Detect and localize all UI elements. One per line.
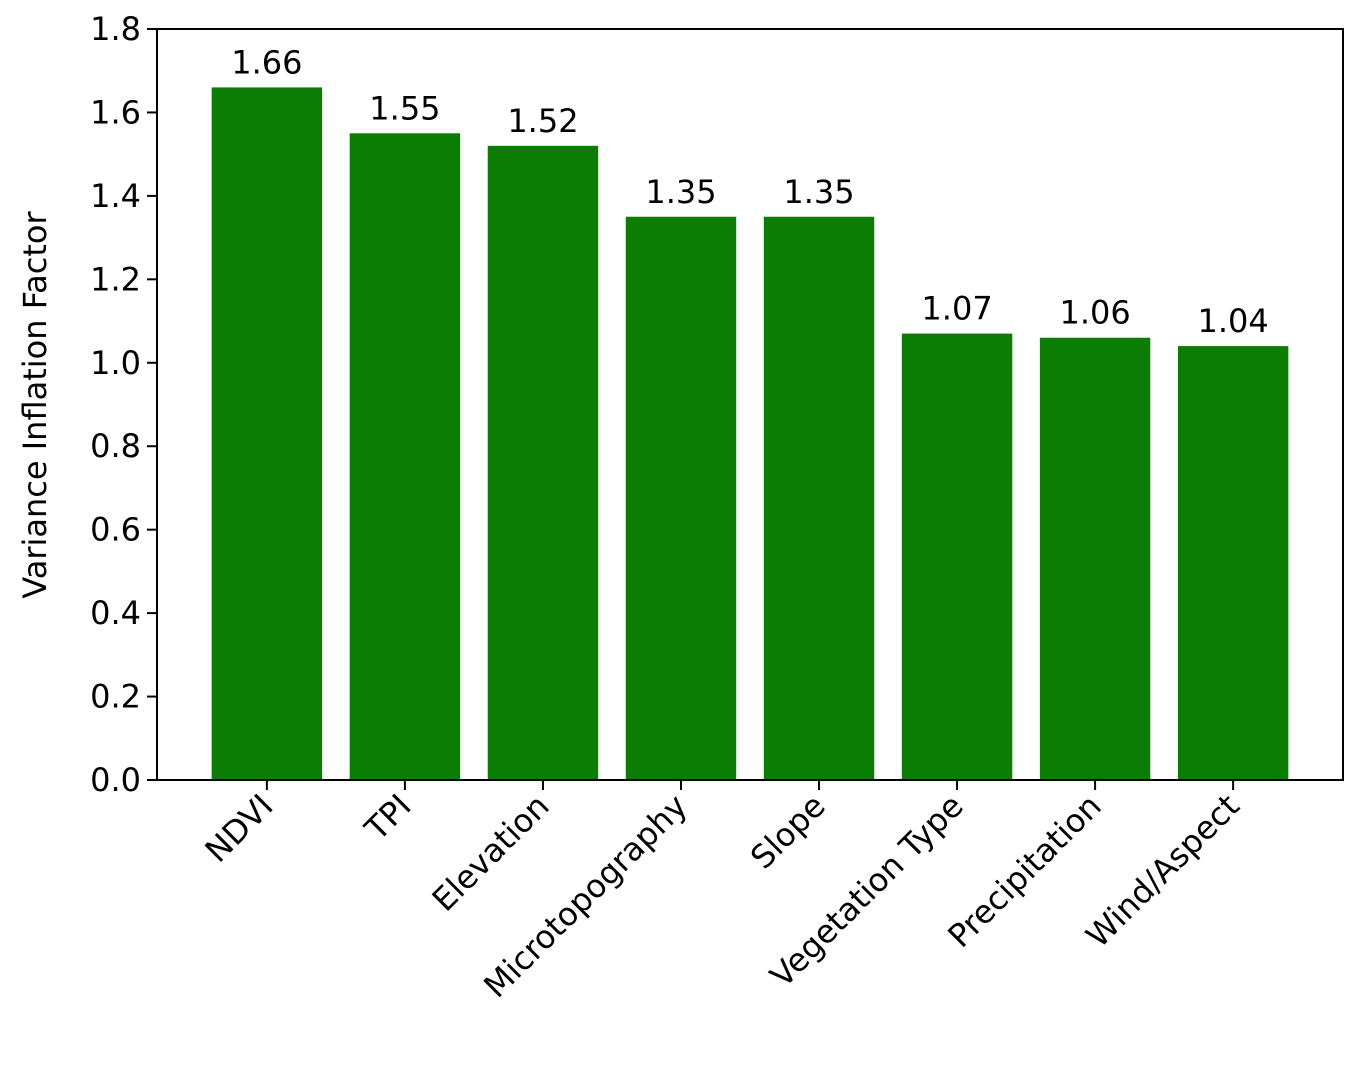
value-label: 1.35 [645,173,716,211]
value-label: 1.06 [1059,294,1130,332]
value-label: 1.04 [1197,302,1268,340]
bar [625,216,737,780]
value-label: 1.07 [921,290,992,328]
x-tick-label: TPI [357,787,419,849]
y-tick-label: 1.8 [90,10,141,48]
value-label: 1.35 [783,173,854,211]
x-tick-label: Elevation [425,787,557,919]
value-label: 1.55 [369,89,440,127]
y-tick-label: 1.6 [90,93,141,131]
value-label: 1.52 [507,102,578,140]
y-tick-label: 0.6 [90,511,141,549]
y-axis-label: Variance Inflation Factor [16,211,54,599]
bar [1177,346,1289,780]
y-tick-label: 1.4 [90,177,141,215]
x-tick-label: Slope [743,787,833,877]
y-tick-label: 1.2 [90,260,141,298]
x-tick-label: NDVI [198,787,281,870]
y-tick-label: 0.8 [90,427,141,465]
bar [211,87,323,780]
plot-frame [156,28,1344,781]
value-label: 1.66 [231,43,302,81]
y-tick-label: 1.0 [90,344,141,382]
y-tick-label: 0.0 [90,761,141,799]
bar [763,216,875,780]
y-tick-label: 0.2 [90,678,141,716]
bar [349,133,461,781]
y-tick-label: 0.4 [90,594,141,632]
bar [1039,337,1151,780]
bar [901,333,1013,780]
bar [487,145,599,781]
